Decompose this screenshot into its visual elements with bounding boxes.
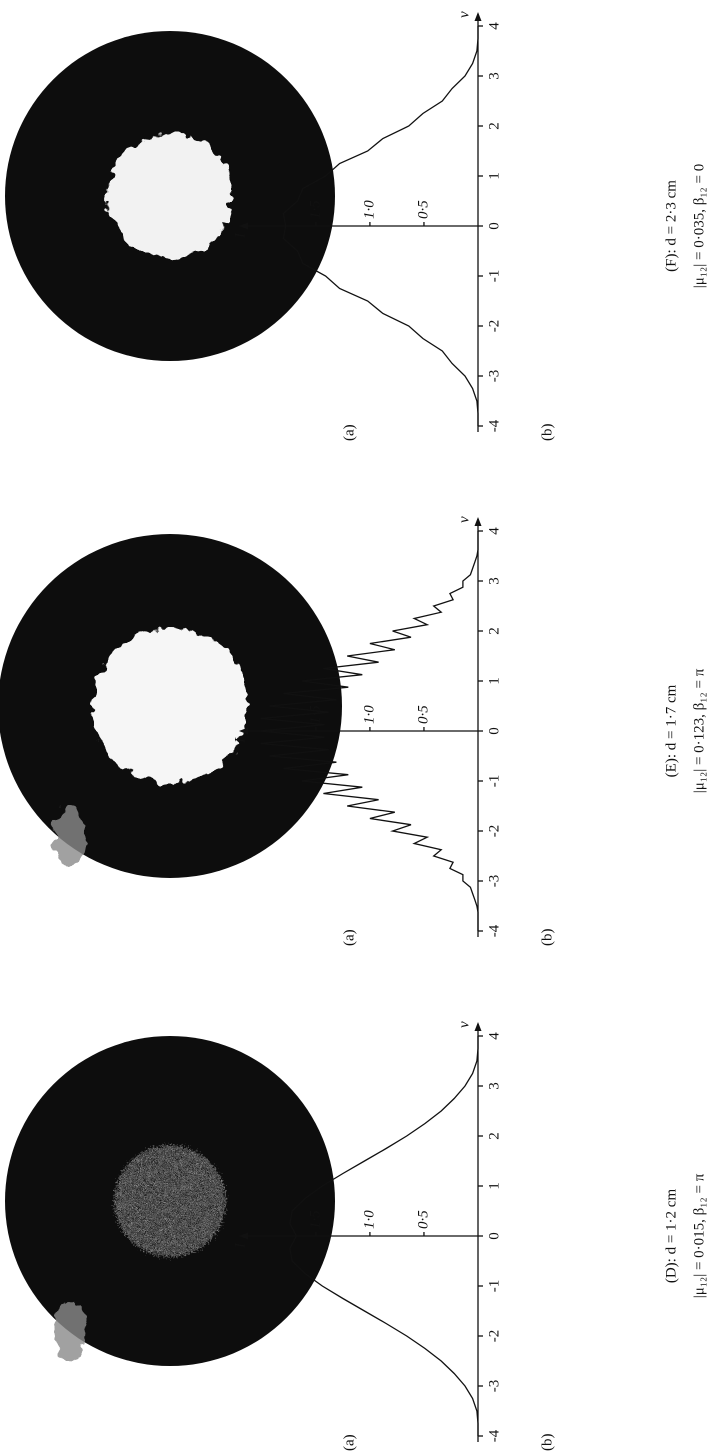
photo-label: (a) (341, 1434, 357, 1451)
y-tick-label: 1·0 (361, 705, 377, 724)
photo-label: (a) (341, 424, 357, 441)
plot-label: (b) (539, 424, 555, 442)
x-tick-label: 2 (486, 1132, 502, 1140)
x-tick-label: -1 (486, 1280, 502, 1293)
x-tick-label: -2 (486, 825, 502, 838)
x-axis-label: v (456, 516, 472, 523)
x-tick-label: 3 (486, 577, 502, 585)
x-tick-label: -4 (486, 1429, 502, 1442)
x-tick-label: 4 (486, 22, 502, 30)
photo-label: (a) (341, 929, 357, 946)
y-tick-label: 1·5 (307, 200, 323, 219)
x-tick-label: 1 (486, 1182, 502, 1190)
x-axis-arrow (474, 517, 482, 526)
x-tick-label: -2 (486, 320, 502, 333)
y-axis-label: I (232, 232, 248, 239)
x-tick-label: 0 (486, 727, 502, 735)
x-tick-label: 0 (486, 222, 502, 230)
caption: (D): d = 1·2 cm (663, 1189, 679, 1284)
plot-label: (b) (539, 929, 555, 947)
y-tick-label: 1·5 (307, 705, 323, 724)
x-axis-label: v (456, 11, 472, 18)
y-tick-label: 0·5 (415, 200, 431, 219)
photo-spot (114, 1145, 226, 1257)
x-tick-label: 1 (486, 172, 502, 180)
y-axis-arrow (239, 727, 248, 735)
plot-label: (b) (539, 1434, 555, 1451)
y-axis-arrow (239, 1232, 248, 1240)
intensity-curve (282, 26, 479, 426)
x-tick-label: 4 (486, 527, 502, 535)
x-axis-arrow (474, 1022, 482, 1031)
caption: (E): d = 1·7 cm (663, 684, 679, 777)
x-axis-arrow (474, 12, 482, 21)
photo-spot (108, 134, 232, 258)
intensity-curve (259, 531, 479, 931)
y-tick-label: 1·0 (361, 200, 377, 219)
y-tick-label: 1·0 (361, 1210, 377, 1229)
y-tick-label: 0·5 (415, 705, 431, 724)
parameters: |μ₁₂| = 0·015, β₁₂ = π (691, 1173, 707, 1298)
y-tick-label: 0·5 (415, 1210, 431, 1229)
x-tick-label: 2 (486, 627, 502, 635)
x-tick-label: -3 (486, 875, 502, 888)
y-axis-label: I (232, 737, 248, 744)
caption: (F): d = 2·3 cm (663, 180, 679, 272)
x-tick-label: 1 (486, 677, 502, 685)
x-tick-label: -4 (486, 924, 502, 937)
y-axis-label: I (232, 1242, 248, 1249)
x-tick-label: 3 (486, 72, 502, 80)
x-tick-label: -3 (486, 370, 502, 383)
parameters: |μ₁₂| = 0·035, β₁₂ = 0 (691, 164, 707, 289)
x-tick-label: -4 (486, 419, 502, 432)
x-tick-label: -2 (486, 1330, 502, 1343)
x-tick-label: 2 (486, 122, 502, 130)
x-axis-label: v (456, 1021, 472, 1028)
intensity-curve (289, 1036, 479, 1436)
rotated-page: (a) (b) v I -4 -3 -2 -1 0 1 2 3 4 0·5 1·0 1·5 (D): d = 1… (0, 11, 707, 1451)
x-tick-label: -1 (486, 775, 502, 788)
parameters: |μ₁₂| = 0·123, β₁₂ = π (691, 668, 707, 793)
x-tick-label: -1 (486, 270, 502, 283)
x-tick-label: 4 (486, 1032, 502, 1040)
y-axis-arrow (239, 222, 248, 230)
y-tick-label: 1·5 (307, 1210, 323, 1229)
photo-spot (92, 628, 248, 784)
x-tick-label: 0 (486, 1232, 502, 1240)
x-tick-label: -3 (486, 1380, 502, 1393)
x-tick-label: 3 (486, 1082, 502, 1090)
photo-smudge (54, 1301, 86, 1361)
photo-smudge (54, 806, 86, 866)
